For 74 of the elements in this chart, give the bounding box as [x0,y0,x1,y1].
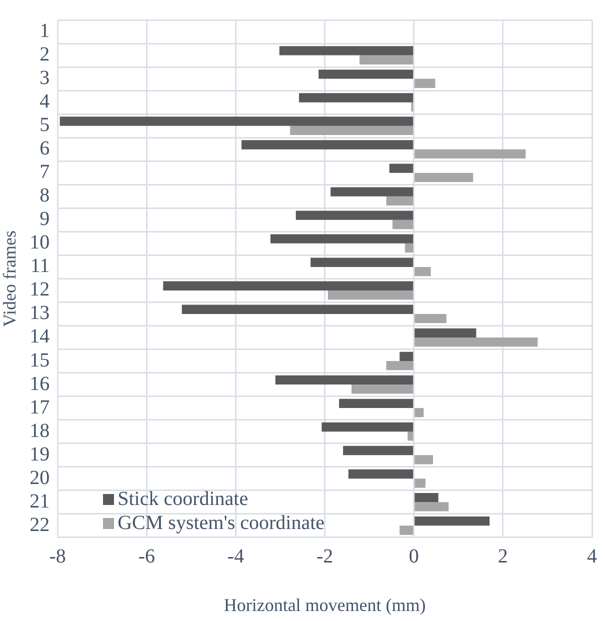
y-tick-label: 6 [40,138,50,160]
bar [328,290,414,300]
bar [352,384,414,394]
y-axis-title: Video frames [0,230,20,327]
bar [386,196,414,206]
bar [414,337,538,347]
bar [408,432,414,441]
y-tick-label: 11 [30,255,50,278]
bar [386,361,414,370]
bar [60,116,414,126]
y-tick-label: 5 [40,114,50,136]
bar [414,266,431,276]
bar [310,258,414,267]
y-tick-label: 16 [30,372,50,395]
bar [414,328,476,338]
x-tick-label: -6 [138,546,156,568]
y-tick-label: 18 [30,420,50,442]
bar [414,502,449,512]
bar [400,352,414,362]
x-tick-label: -8 [49,546,66,568]
y-tick-label: 3 [40,67,50,90]
x-tick-label: -4 [227,546,244,568]
bar [414,478,426,488]
bar [296,210,414,220]
y-tick-label: 20 [30,466,50,489]
bar [414,455,434,464]
bar [414,408,424,418]
y-tick-label: 4 [40,90,50,113]
y-tick-label: 22 [30,514,50,536]
bar [348,469,414,479]
bar [298,93,414,102]
bar [414,172,474,182]
bar [414,314,446,324]
y-tick-label: 15 [30,349,50,372]
y-tick-label: 7 [40,161,50,184]
bar [339,398,414,408]
bar [404,243,414,253]
bar [414,516,490,526]
y-tick-label: 8 [40,184,50,207]
x-tick-label: 4 [587,546,597,568]
bar [322,422,414,432]
y-tick-label: 9 [40,208,50,230]
bar [414,149,526,159]
bar [330,187,414,196]
bar [318,70,414,79]
y-tick-label: 17 [30,396,50,418]
bar [414,78,436,88]
bar [389,164,414,173]
bar [360,55,414,64]
bar [279,46,414,56]
bar [414,492,438,502]
y-tick-label: 2 [40,44,50,66]
bar [290,126,414,136]
y-tick-label: 1 [40,20,50,42]
y-tick-label: 19 [30,443,50,466]
legend-label: Stick coordinate [118,487,248,512]
legend-label: GCM system's coordinate [118,511,325,536]
bar [392,220,414,230]
x-tick-label: 0 [408,546,419,568]
bar [163,281,414,290]
bar [242,140,414,150]
y-tick-label: 21 [30,490,50,512]
bar [343,446,414,456]
bar [270,234,414,244]
y-tick-label: 10 [30,232,50,254]
bar [275,375,414,385]
y-tick-label: 12 [30,278,50,301]
bar [400,526,414,535]
x-tick-label: 2 [498,546,508,568]
bar [182,304,414,314]
x-tick-label: -2 [316,546,334,568]
y-tick-label: 13 [30,302,50,324]
x-axis-title: Horizontal movement (mm) [224,594,426,615]
y-tick-label: 14 [30,326,50,348]
